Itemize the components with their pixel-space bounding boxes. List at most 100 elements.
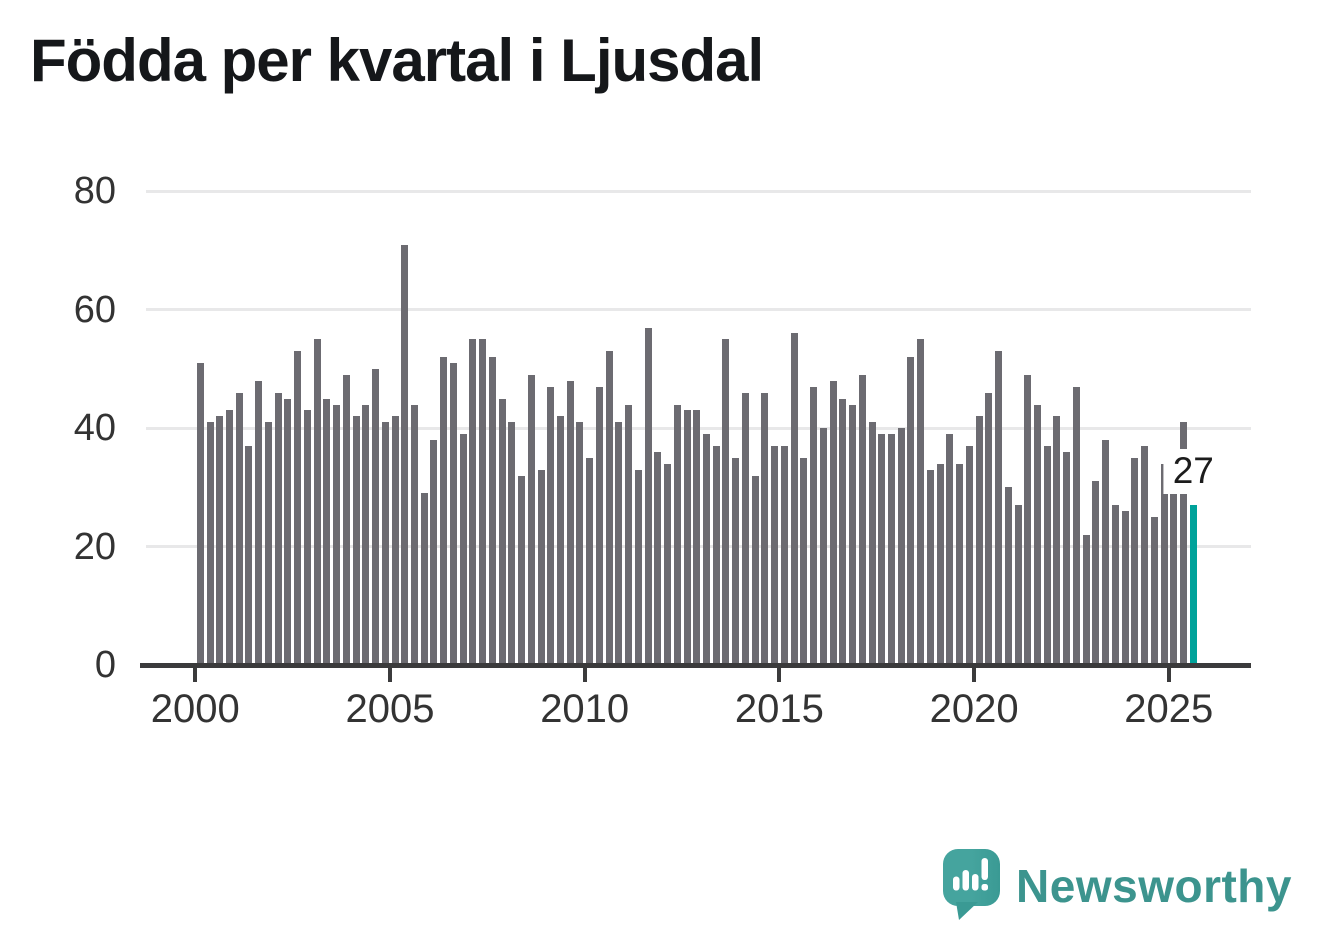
bar-2025Q3: [1189, 505, 1197, 665]
newsworthy-logo: Newsworthy: [943, 849, 1292, 923]
gridline-y-60: [146, 308, 1251, 312]
bar-2020Q3: [995, 351, 1003, 665]
bar-2005Q3: [410, 404, 418, 665]
bar-2007Q4: [498, 398, 506, 665]
bar-2017Q2: [868, 422, 876, 665]
bar-2009Q2: [556, 416, 564, 665]
x-axis-label-2005: 2005: [345, 687, 435, 731]
x-axis-tick-2020: [972, 668, 977, 682]
bar-2007Q1: [469, 339, 477, 665]
bar-2004Q2: [362, 404, 370, 665]
bar-2002Q1: [274, 392, 282, 665]
bar-2014Q3: [761, 392, 769, 665]
bar-2025Q1: [1170, 493, 1178, 665]
bar-2016Q4: [849, 404, 857, 665]
bar-2012Q2: [673, 404, 681, 665]
bar-2001Q4: [264, 422, 272, 665]
bar-2014Q4: [771, 445, 779, 665]
x-axis-tick-2010: [582, 668, 587, 682]
bar-2017Q1: [858, 374, 866, 665]
bar-2008Q2: [518, 475, 526, 665]
bar-2004Q4: [381, 422, 389, 665]
bar-2009Q1: [547, 386, 555, 665]
bar-2011Q4: [654, 451, 662, 665]
bar-2024Q3: [1150, 517, 1158, 665]
bar-2018Q2: [907, 357, 915, 665]
chart-plot-area: 27 0 20 40 60 80 2000 2005 2010 2015 2020 2025: [74, 165, 1251, 731]
bar-2021Q3: [1034, 404, 1041, 665]
bar-2010Q1: [586, 457, 594, 665]
bar-2007Q3: [488, 357, 496, 665]
bar-2002Q3: [294, 351, 302, 665]
y-axis-label-0: 0: [94, 644, 116, 686]
bar-2017Q3: [878, 434, 886, 665]
bar-2019Q4: [965, 445, 973, 665]
bar-2003Q3: [333, 404, 341, 665]
bar-2024Q4: [1160, 463, 1168, 665]
x-axis-label-2015: 2015: [734, 687, 824, 731]
bar-2000Q4: [226, 410, 233, 665]
bar-2022Q1: [1053, 416, 1061, 665]
bar-2004Q3: [372, 369, 380, 665]
bar-2024Q1: [1131, 457, 1139, 665]
bar-2001Q3: [255, 380, 263, 665]
bar-2000Q2: [206, 422, 214, 665]
bar-2020Q1: [975, 416, 983, 665]
bar-2016Q3: [839, 398, 847, 665]
bar-2014Q2: [751, 475, 759, 665]
bar-2019Q1: [936, 463, 944, 665]
bar-2013Q3: [722, 339, 730, 665]
bar-2011Q3: [644, 327, 652, 665]
bar-2000Q3: [216, 416, 224, 665]
bar-2016Q1: [819, 428, 827, 665]
bar-2012Q4: [693, 410, 701, 665]
bar-2023Q2: [1102, 440, 1110, 665]
bar-2019Q3: [956, 463, 964, 665]
bar-2013Q4: [732, 457, 740, 665]
bar-2003Q4: [342, 374, 350, 665]
y-axis-label-20: 20: [73, 525, 116, 568]
bar-2024Q2: [1141, 445, 1149, 665]
x-axis-label-2000: 2000: [150, 687, 240, 731]
gridline-y-80: [146, 189, 1251, 193]
bar-2013Q2: [712, 445, 720, 665]
bar-2008Q3: [527, 374, 535, 665]
bar-2021Q2: [1024, 374, 1032, 665]
bar-2008Q1: [508, 422, 516, 665]
bar-2022Q2: [1063, 451, 1071, 665]
bar-2004Q1: [352, 416, 360, 665]
x-axis-label-2020: 2020: [929, 687, 1019, 731]
bar-2012Q1: [664, 463, 672, 665]
bar-2007Q2: [479, 339, 487, 665]
bar-2015Q4: [810, 386, 818, 665]
bar-2009Q3: [566, 380, 574, 665]
bar-2010Q3: [605, 351, 613, 665]
bar-2010Q2: [595, 386, 603, 665]
bar-2025Q2: [1180, 422, 1188, 665]
bar-2001Q1: [235, 392, 243, 665]
bar-2016Q2: [829, 380, 837, 665]
bar-2005Q4: [420, 493, 428, 665]
bar-2013Q1: [703, 434, 711, 665]
bar-2018Q1: [897, 428, 905, 665]
y-axis-label-60: 60: [73, 288, 116, 331]
bar-2006Q4: [459, 434, 467, 665]
bar-2021Q1: [1014, 505, 1022, 665]
x-axis-tick-2015: [777, 668, 782, 682]
newsworthy-speech-bubble-bar-chart-icon: [943, 849, 1001, 920]
x-axis-tick-2025: [1166, 668, 1171, 682]
bar-2023Q1: [1092, 481, 1100, 665]
bar-2015Q1: [780, 445, 788, 665]
bar-2015Q2: [790, 333, 798, 665]
brand-name: Newsworthy: [1016, 860, 1292, 912]
bar-2005Q2: [401, 244, 409, 665]
bar-2018Q4: [926, 469, 934, 665]
bar-2006Q3: [449, 363, 457, 665]
bar-2023Q4: [1121, 511, 1129, 665]
bar-2006Q2: [440, 357, 448, 665]
bar-2015Q3: [800, 457, 808, 665]
page-title: Födda per kvartal i Ljusdal: [30, 27, 764, 94]
x-axis-label-2010: 2010: [540, 687, 630, 731]
bar-2020Q2: [985, 392, 993, 665]
bar-2011Q2: [634, 469, 642, 665]
